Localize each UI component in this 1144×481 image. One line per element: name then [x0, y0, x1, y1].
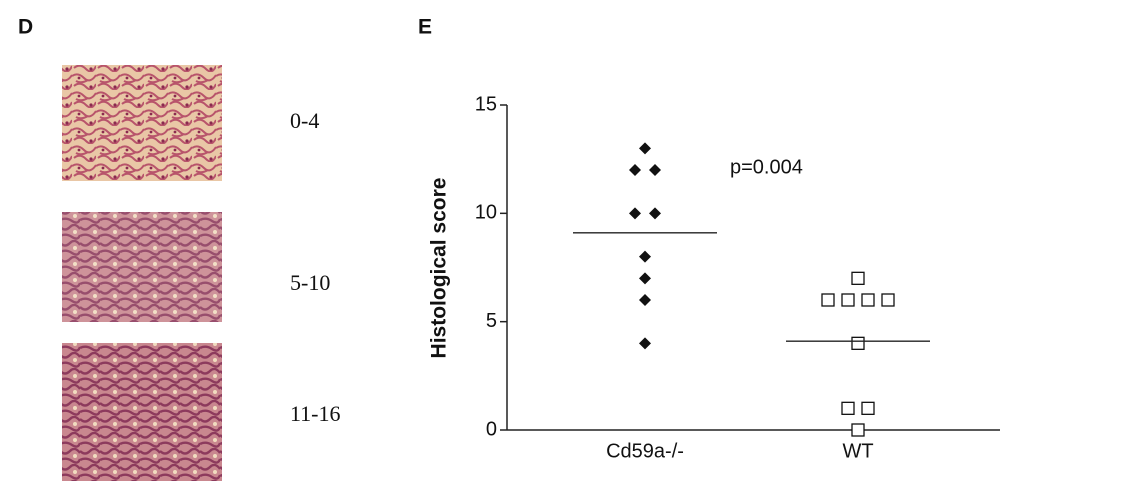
- data-point: [862, 294, 874, 306]
- x-tick-label: Cd59a-/-: [606, 440, 684, 462]
- data-point: [649, 207, 661, 219]
- data-point: [862, 402, 874, 414]
- y-axis-label: Histological score: [428, 178, 451, 359]
- data-point: [649, 164, 661, 176]
- data-point: [639, 142, 651, 154]
- data-point: [842, 294, 854, 306]
- data-point: [639, 294, 651, 306]
- data-point: [639, 337, 651, 349]
- histology-image: [62, 343, 222, 481]
- panel-label: D: [18, 16, 33, 39]
- y-tick-label: 0: [486, 418, 497, 440]
- data-point: [639, 251, 651, 263]
- y-tick-label: 5: [486, 310, 497, 332]
- score-label: 0-4: [290, 108, 319, 133]
- data-point: [852, 337, 864, 349]
- histology-image: [62, 65, 222, 181]
- y-tick-label: 15: [475, 93, 497, 115]
- y-tick-label: 10: [475, 202, 497, 224]
- panel-label: E: [418, 16, 432, 39]
- annotation: p=0.004: [730, 156, 803, 178]
- score-label: 11-16: [290, 401, 341, 426]
- score-label: 5-10: [290, 270, 330, 295]
- data-point: [842, 402, 854, 414]
- data-point: [639, 272, 651, 284]
- data-point: [852, 424, 864, 436]
- data-point: [629, 164, 641, 176]
- data-point: [852, 272, 864, 284]
- data-point: [822, 294, 834, 306]
- figure: D E 0-4 5-10 11-16 Histological score p=…: [0, 0, 1144, 481]
- histology-image: [62, 212, 222, 322]
- x-tick-label: WT: [842, 440, 873, 462]
- data-point: [629, 207, 641, 219]
- data-point: [882, 294, 894, 306]
